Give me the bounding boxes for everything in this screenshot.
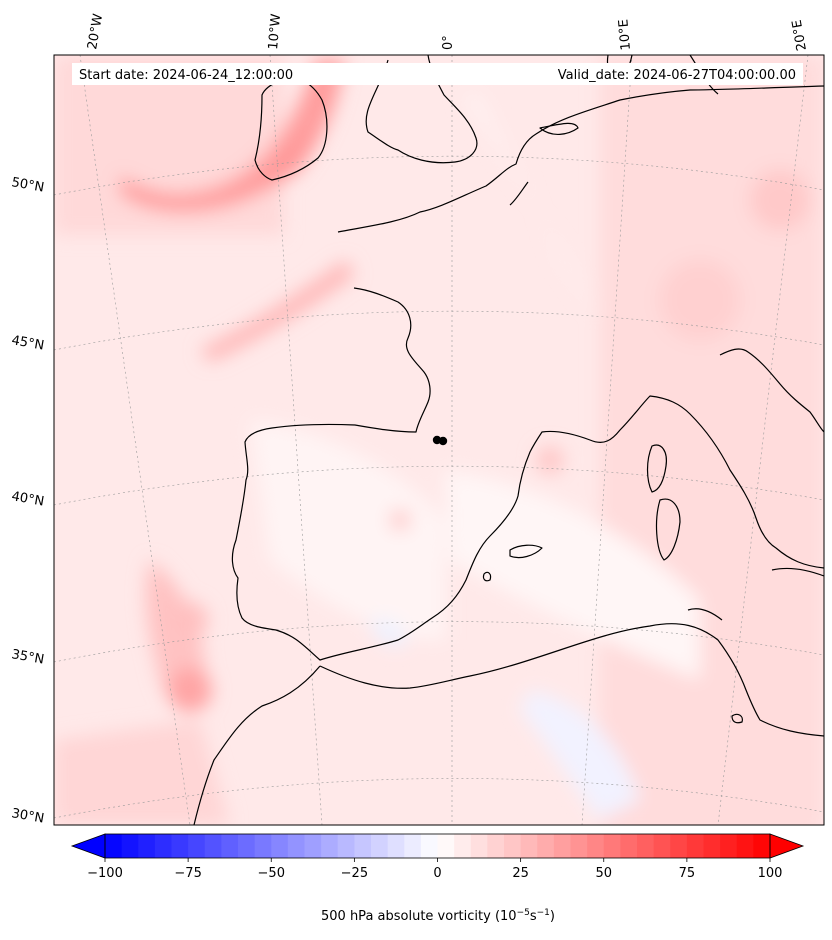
colorbar-swatch xyxy=(670,834,688,858)
lon-label-10w: 10°W xyxy=(266,13,284,50)
colorbar-tick-label: 25 xyxy=(512,866,529,881)
colorbar-swatch xyxy=(487,834,505,858)
colorbar-tick-label: 100 xyxy=(758,866,783,881)
colorbar-swatch xyxy=(271,834,289,858)
start-date-label: Start date: 2024-06-24_12:00:00 xyxy=(79,68,293,83)
colorbar-swatch xyxy=(138,834,156,858)
colorbar-swatch xyxy=(321,834,339,858)
colorbar-swatch xyxy=(121,834,139,858)
colorbar-ticks: −100 −75 −50 −25 0 25 50 75 100 xyxy=(87,858,782,881)
colorbar-label: 500 hPa absolute vorticity (10−5s−1) xyxy=(321,908,555,924)
colorbar-swatch xyxy=(587,834,605,858)
colorbar-swatch xyxy=(204,834,222,858)
colorbar-extend-high xyxy=(769,833,805,859)
lon-label-0: 0° xyxy=(441,35,456,50)
colorbar-swatch xyxy=(686,834,704,858)
colorbar-swatch xyxy=(703,834,721,858)
colorbar-swatch xyxy=(154,834,172,858)
colorbar-swatch xyxy=(653,834,671,858)
colorbar-swatch xyxy=(553,834,571,858)
lon-label-20w: 20°W xyxy=(85,13,106,51)
colorbar-swatch xyxy=(238,834,256,858)
lat-label-50n: 50°N xyxy=(10,175,45,195)
colorbar-swatches xyxy=(105,834,771,858)
colorbar-swatch xyxy=(105,834,123,858)
lat-label-45n: 45°N xyxy=(10,333,45,353)
coastlines xyxy=(193,55,824,825)
lon-label-10e: 10°E xyxy=(616,19,634,51)
colorbar-swatch xyxy=(637,834,655,858)
map-panel: Start date: 2024-06-24_12:00:00 Valid_da… xyxy=(54,55,824,825)
colorbar-swatch xyxy=(720,834,738,858)
colorbar: −100 −75 −50 −25 0 25 50 75 100 500 hPa absolute… xyxy=(70,833,805,924)
colorbar-swatch xyxy=(520,834,538,858)
longitude-labels: 20°W 10°W 0° 10°E 20°E xyxy=(85,13,810,52)
colorbar-swatch xyxy=(537,834,555,858)
colorbar-swatch xyxy=(287,834,305,858)
lat-label-30n: 30°N xyxy=(10,806,45,826)
colorbar-tick-label: −25 xyxy=(341,866,368,881)
location-marker xyxy=(432,435,448,446)
colorbar-tick-label: 0 xyxy=(433,866,441,881)
colorbar-tick-label: −50 xyxy=(258,866,285,881)
colorbar-swatch xyxy=(404,834,422,858)
valid-date-label: Valid_date: 2024-06-27T04:00:00.00 xyxy=(558,68,796,83)
colorbar-tick-label: −100 xyxy=(87,866,123,881)
colorbar-swatch xyxy=(371,834,389,858)
colorbar-tick-label: 50 xyxy=(595,866,612,881)
colorbar-extend-low xyxy=(70,833,106,859)
colorbar-swatch xyxy=(620,834,638,858)
colorbar-swatch xyxy=(304,834,322,858)
colorbar-swatch xyxy=(470,834,488,858)
colorbar-swatch xyxy=(736,834,754,858)
lon-label-20e: 20°E xyxy=(790,19,810,52)
colorbar-swatch xyxy=(254,834,272,858)
latitude-labels: 50°N 45°N 40°N 35°N 30°N xyxy=(10,175,45,826)
colorbar-swatch xyxy=(221,834,239,858)
colorbar-swatch xyxy=(171,834,189,858)
colorbar-swatch xyxy=(603,834,621,858)
colorbar-swatch xyxy=(454,834,472,858)
lat-label-35n: 35°N xyxy=(10,647,45,667)
gridlines xyxy=(54,55,824,825)
colorbar-swatch xyxy=(354,834,372,858)
map-frame xyxy=(53,54,825,826)
colorbar-swatch xyxy=(188,834,206,858)
colorbar-swatch xyxy=(753,834,771,858)
colorbar-swatch xyxy=(570,834,588,858)
colorbar-swatch xyxy=(337,834,355,858)
colorbar-swatch xyxy=(437,834,455,858)
colorbar-swatch xyxy=(504,834,522,858)
colorbar-tick-label: 75 xyxy=(679,866,696,881)
colorbar-swatch xyxy=(387,834,405,858)
colorbar-tick-label: −75 xyxy=(174,866,201,881)
lat-label-40n: 40°N xyxy=(10,489,45,509)
header-bar: Start date: 2024-06-24_12:00:00 Valid_da… xyxy=(72,63,803,85)
colorbar-swatch xyxy=(420,834,438,858)
